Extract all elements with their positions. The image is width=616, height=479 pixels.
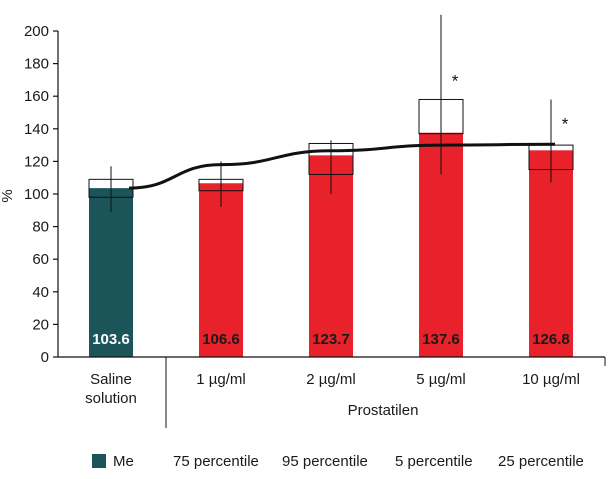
legend-item-95-percentile: 95 percentile xyxy=(282,453,368,470)
value-label: 137.6 xyxy=(422,331,460,348)
y-tick-label: 0 xyxy=(41,349,49,366)
legend-label-75-percentile: 75 percentile xyxy=(173,453,259,470)
whiskers xyxy=(110,14,552,212)
value-label: 126.8 xyxy=(532,331,570,348)
y-tick-label: 100 xyxy=(24,186,49,203)
bars xyxy=(88,98,574,357)
y-tick-label: 160 xyxy=(24,88,49,105)
value-label: 106.6 xyxy=(202,331,240,348)
median-bar xyxy=(199,183,243,357)
legend-label-me: Me xyxy=(113,453,134,470)
legend-item-25-percentile: 25 percentile xyxy=(498,453,584,470)
significance-marker: * xyxy=(452,72,459,91)
y-tick-label: 60 xyxy=(32,251,49,268)
x-category-label: solution xyxy=(85,390,137,407)
legend-label-25-percentile: 25 percentile xyxy=(498,453,584,470)
median-bar xyxy=(89,188,133,357)
x-category-label: 2 µg/ml xyxy=(306,371,356,388)
legend: Me 75 percentile 95 percentile 5 percent… xyxy=(0,448,616,478)
y-tick-label: 40 xyxy=(32,284,49,301)
trend-line xyxy=(128,142,556,190)
legend-item-75-percentile: 75 percentile xyxy=(173,453,259,470)
legend-item-5-percentile: 5 percentile xyxy=(395,453,473,470)
x-category-label: 10 µg/ml xyxy=(522,371,580,388)
y-axis-label: % xyxy=(0,189,16,202)
y-tick-label: 200 xyxy=(24,23,49,40)
y-tick-label: 140 xyxy=(24,121,49,138)
y-tick-label: 120 xyxy=(24,153,49,170)
median-bar xyxy=(529,150,573,357)
y-axis: 0 20 40 60 80 100 120 140 160 180 200 xyxy=(24,23,59,366)
legend-label-5-percentile: 5 percentile xyxy=(395,453,473,470)
y-tick-label: 80 xyxy=(32,219,49,236)
significance-marker: * xyxy=(562,114,569,133)
y-tick-label: 20 xyxy=(32,316,49,333)
legend-label-95-percentile: 95 percentile xyxy=(282,453,368,470)
group-label: Prostatilen xyxy=(348,402,419,419)
value-label: 123.7 xyxy=(312,331,350,348)
x-category-label: 5 µg/ml xyxy=(416,371,466,388)
legend-swatch-me xyxy=(92,454,106,468)
value-label: 103.6 xyxy=(92,331,130,348)
x-category-label: 1 µg/ml xyxy=(196,371,246,388)
x-axis: Saline solution 1 µg/ml 2 µg/ml 5 µg/ml 10 µg… xyxy=(58,356,606,428)
legend-item-me: Me xyxy=(92,453,134,470)
x-category-label: Saline xyxy=(90,371,132,388)
y-tick-label: 180 xyxy=(24,56,49,73)
value-labels: 103.6 106.6 123.7 137.6 * 126.8 * xyxy=(92,72,570,348)
